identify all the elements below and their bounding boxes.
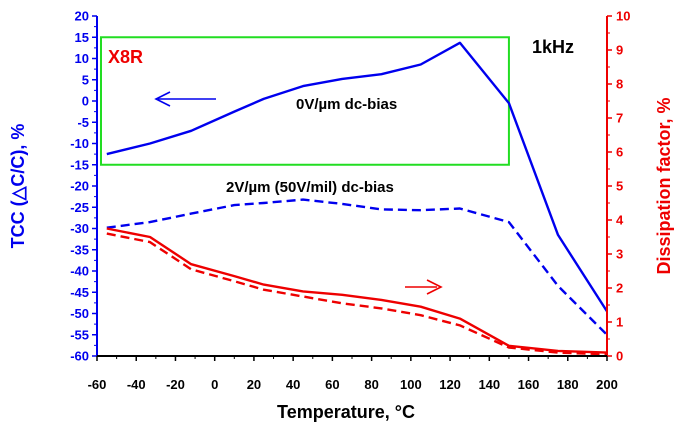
x-axis-title: Temperature, °C xyxy=(277,402,415,422)
x-tick-label: -20 xyxy=(166,377,185,392)
left-tick-label: -20 xyxy=(70,179,89,194)
x-tick-label: 160 xyxy=(518,377,540,392)
left-tick-label: -40 xyxy=(70,264,89,279)
arrow-right-icon xyxy=(405,279,443,295)
right-tick-label: 8 xyxy=(616,77,623,92)
right-axis-title: Dissipation factor, % xyxy=(654,97,674,274)
left-tick-label: -25 xyxy=(70,200,89,215)
right-tick-label: 1 xyxy=(616,315,623,330)
bias-0-label: 0V/µm dc-bias xyxy=(296,96,397,113)
left-axis-title: TCC (△C/C), % xyxy=(8,124,28,249)
left-tick-label: -10 xyxy=(70,136,89,151)
arrow-left-icon xyxy=(154,91,216,107)
left-tick-label: 20 xyxy=(75,9,89,24)
right-tick-label: 0 xyxy=(616,349,623,364)
x-tick-label: 200 xyxy=(596,377,618,392)
left-tick-label: -45 xyxy=(70,285,89,300)
right-tick-label: 3 xyxy=(616,247,623,262)
x-tick-label: 40 xyxy=(286,377,300,392)
bias-2-label: 2V/µm (50V/mil) dc-bias xyxy=(226,179,394,196)
x8r-spec-box xyxy=(100,36,510,166)
x8r-label: X8R xyxy=(108,47,143,67)
right-tick-label: 2 xyxy=(616,281,623,296)
series-line-4 xyxy=(106,232,608,356)
x-tick-label: 140 xyxy=(478,377,500,392)
left-tick-label: -60 xyxy=(70,349,89,364)
left-tick-label: -5 xyxy=(77,115,89,130)
x-tick-label: 100 xyxy=(400,377,422,392)
x-tick-label: 80 xyxy=(364,377,378,392)
series-line-1 xyxy=(106,41,609,313)
x-tick-label: -60 xyxy=(88,377,107,392)
right-tick-label: 10 xyxy=(616,9,630,24)
axes xyxy=(92,15,612,361)
x-tick-label: -40 xyxy=(127,377,146,392)
right-tick-label: 6 xyxy=(616,145,623,160)
x-tick-label: 60 xyxy=(325,377,339,392)
right-tick-label: 9 xyxy=(616,43,623,58)
frequency-label: 1kHz xyxy=(532,37,574,57)
right-tick-label: 4 xyxy=(616,213,624,228)
left-tick-label: 15 xyxy=(75,30,89,45)
tick-labels: 20151050-5-10-15-20-25-30-35-40-45-50-55… xyxy=(70,9,630,393)
left-tick-label: 0 xyxy=(82,94,89,109)
left-tick-label: -35 xyxy=(70,242,89,257)
series-lines xyxy=(106,41,609,356)
left-tick-label: -30 xyxy=(70,221,89,236)
left-tick-label: -55 xyxy=(70,327,89,342)
right-tick-label: 5 xyxy=(616,179,623,194)
x-tick-label: 120 xyxy=(439,377,461,392)
left-tick-label: 5 xyxy=(82,72,89,87)
left-tick-label: -50 xyxy=(70,306,89,321)
right-tick-label: 7 xyxy=(616,111,623,126)
series-line-2 xyxy=(106,198,608,336)
left-tick-label: 10 xyxy=(75,51,89,66)
series-line-3 xyxy=(106,227,608,354)
x-tick-label: 20 xyxy=(247,377,261,392)
left-tick-label: -15 xyxy=(70,157,89,172)
x-tick-label: 0 xyxy=(211,377,218,392)
x-tick-label: 180 xyxy=(557,377,579,392)
x8r-box-rect xyxy=(100,36,510,166)
